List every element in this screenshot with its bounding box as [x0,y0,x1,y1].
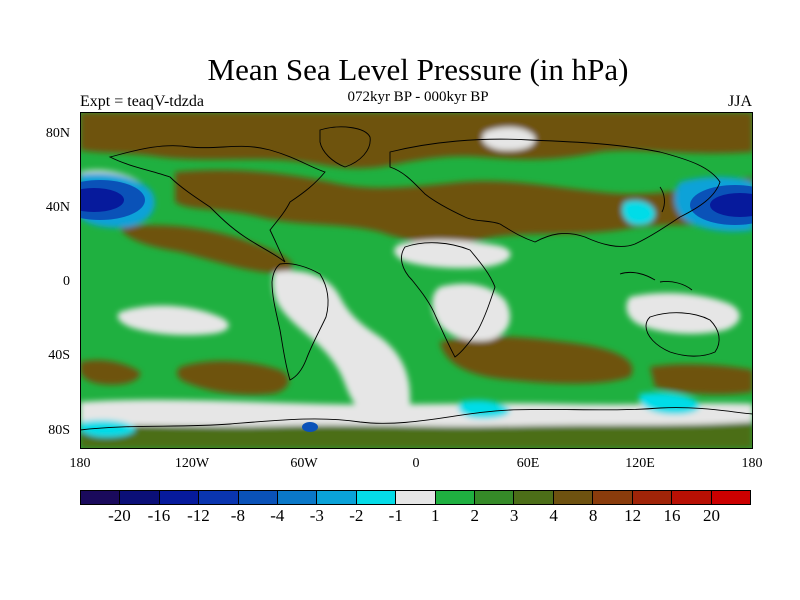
colorbar-label: 8 [588,506,598,525]
lon-tick-60w: 60W [290,456,318,471]
field-low-antarctic-1 [639,392,701,415]
field-eurasia-brown [175,170,753,244]
field-gray-africa [432,283,510,341]
colorbar-label: -4 [270,506,285,525]
colorbar-segment [159,491,200,504]
map-border [80,112,753,449]
field-low-nw-pacific-coast [622,200,656,225]
lon-tick-180e: 180 [741,456,763,471]
colorbar-label: 20 [703,506,721,525]
colorbar-label: 4 [549,506,558,525]
coast-south-america [271,263,329,381]
field-gray-east-pacific [117,305,229,336]
colorbar-segment [514,491,554,504]
colorbar-segment [81,491,121,504]
colorbar-label: 12 [624,506,642,525]
pressure-map [80,112,753,449]
colorbar-label: 16 [663,506,681,525]
coast-australia [645,312,720,357]
colorbar-segment [593,491,633,504]
colorbar-label: -8 [230,506,245,525]
coast-north-america [108,145,326,263]
lat-tick-80n: 80N [45,126,70,141]
field-gray-south-atlantic [272,270,411,422]
field-pacific-brown [120,225,293,273]
field-south-brown-1 [440,336,633,384]
low-core-east-deep [80,188,124,212]
experiment-label: Expt = teaqV-tdzda [80,93,204,110]
map-subtitle: 072kyr BP - 000kyr BP [347,89,489,105]
coast-antarctica [80,407,753,431]
colorbar-segment [672,491,712,504]
colorbar-label: 3 [509,506,519,525]
colorbar-segment [632,491,673,504]
map-title: Mean Sea Level Pressure (in hPa) [207,52,629,87]
colorbar-segment [317,491,357,504]
colorbar-segment [711,491,750,504]
field-gray-sahara [394,239,511,269]
lon-tick-0: 0 [412,456,420,471]
colorbar-label: -2 [349,506,364,525]
colorbar-label: -1 [388,506,403,525]
colorbar-segment [356,491,397,504]
colorbar-segment [435,491,476,504]
field-south-brown-3 [80,360,141,385]
field-low-antarctic-3 [80,419,136,438]
colorbar [80,490,751,505]
colorbar-segment [199,491,239,504]
lat-tick-40n: 40N [45,200,70,215]
low-core-weddell [302,422,318,432]
colorbar-segment [278,491,318,504]
colorbar-segment [553,491,594,504]
colorbar-label: 2 [470,506,479,525]
colorbar-segment [475,491,515,504]
colorbar-segment [238,491,279,504]
coast-eurasia [389,138,721,247]
coast-greenland [319,126,371,168]
low-core-west-deep [710,193,753,217]
coast-indonesia [619,271,693,291]
coast-japan [659,186,665,213]
lat-tick-80s: 80S [48,423,70,438]
lon-tick-120w: 120W [174,456,210,471]
colorbar-label: -16 [147,506,171,525]
field-north-brown [80,112,753,169]
colorbar-label: 1 [430,506,440,525]
colorbar-segment [120,491,160,504]
colorbar-label: -3 [309,506,324,525]
lon-tick-120e: 120E [625,456,655,471]
field-south-brown-4 [650,364,753,395]
colorbar-segment [396,491,436,504]
field-background [80,112,753,449]
field-south-brown-2 [177,360,289,395]
season-label: JJA [727,93,752,110]
colorbar-label: -20 [108,506,131,525]
coastlines [80,126,753,431]
lon-tick-60e: 60E [516,456,540,471]
field-gray-south-ocean [80,399,753,427]
colorbar-label: -12 [187,506,210,525]
lon-tick-180w: 180 [69,456,91,471]
pressure-map-svg [80,112,753,449]
lat-tick-0: 0 [63,274,70,289]
lat-tick-40s: 40S [48,348,70,363]
coast-africa [401,242,496,358]
